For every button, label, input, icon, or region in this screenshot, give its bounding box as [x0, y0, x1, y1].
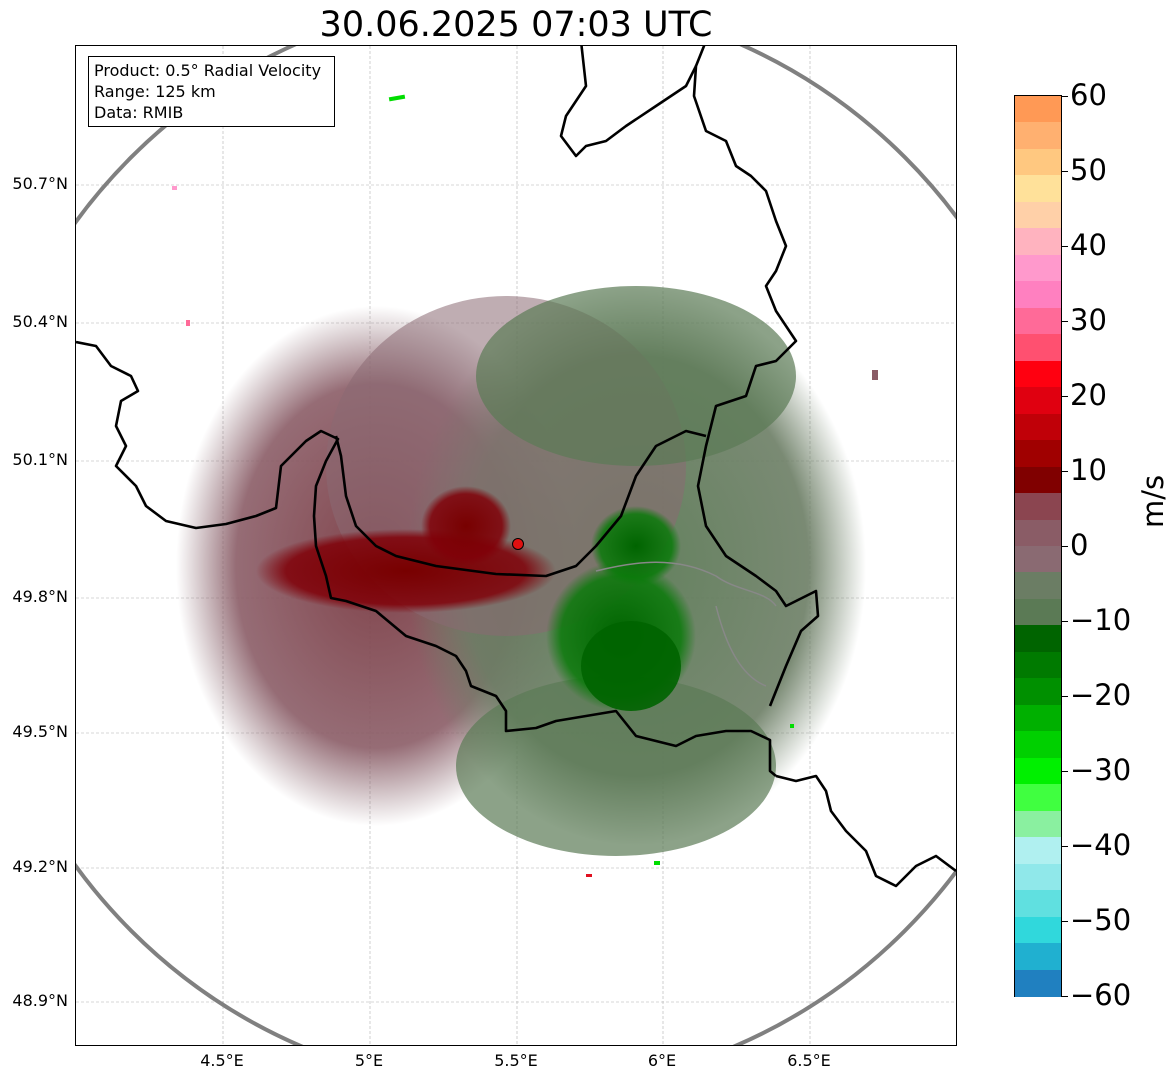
lat-label: 49.2°N [12, 857, 68, 876]
lat-label: 49.8°N [12, 587, 68, 606]
colorbar-segment [1015, 678, 1061, 706]
colorbar-tick-label: 0 [1070, 528, 1089, 562]
colorbar-tick-label: 60 [1070, 78, 1107, 112]
colorbar-tick-label: 30 [1070, 303, 1107, 337]
data-source-text: Data: RMIB [94, 103, 184, 122]
colorbar-tick-label: −10 [1070, 603, 1132, 637]
range-text: Range: 125 km [94, 82, 216, 101]
colorbar-tick-mark [1062, 771, 1068, 772]
colorbar-tick-label: −60 [1070, 978, 1132, 1012]
colorbar-segment [1015, 943, 1061, 971]
colorbar-segment [1015, 228, 1061, 256]
product-info-box: Product: 0.5° Radial Velocity Range: 125… [88, 56, 335, 127]
colorbar-segment [1015, 731, 1061, 759]
colorbar-tick-mark [1062, 996, 1068, 997]
colorbar-segment [1015, 863, 1061, 891]
colorbar-segment [1015, 201, 1061, 229]
colorbar-tick-label: 10 [1070, 453, 1107, 487]
colorbar-segment [1015, 175, 1061, 203]
colorbar-tick-mark [1062, 921, 1068, 922]
colorbar-segment [1015, 96, 1061, 124]
colorbar-unit-label: m/s [1136, 474, 1170, 528]
colorbar-tick-label: 50 [1070, 153, 1107, 187]
colorbar-tick-mark [1062, 396, 1068, 397]
colorbar-segment [1015, 704, 1061, 732]
colorbar-tick-label: −30 [1070, 753, 1132, 787]
colorbar-segment [1015, 254, 1061, 282]
colorbar-segment [1015, 440, 1061, 468]
colorbar-segment [1015, 122, 1061, 150]
colorbar-tick-mark [1062, 171, 1068, 172]
colorbar-segment [1015, 360, 1061, 388]
colorbar-segment [1015, 413, 1061, 441]
map-title: 30.06.2025 07:03 UTC [319, 5, 713, 45]
colorbar-segment [1015, 890, 1061, 918]
river [595, 561, 777, 687]
colorbar-segment [1015, 572, 1061, 600]
lon-label: 5.5°E [494, 1051, 538, 1070]
colorbar-segment [1015, 969, 1061, 997]
colorbar-segment [1015, 148, 1061, 176]
radar-map[interactable] [75, 45, 957, 1046]
colorbar-tick-label: 20 [1070, 378, 1107, 412]
colorbar-segment [1015, 387, 1061, 415]
radar-echoes [172, 94, 878, 877]
colorbar-tick-mark [1062, 321, 1068, 322]
product-text: Product: 0.5° Radial Velocity [94, 61, 322, 80]
colorbar-tick-mark [1062, 546, 1068, 547]
colorbar-segment [1015, 598, 1061, 626]
colorbar-segment [1015, 546, 1061, 574]
colorbar-segment [1015, 916, 1061, 944]
radar-map-canvas [76, 46, 956, 1045]
colorbar-tick-mark [1062, 471, 1068, 472]
colorbar-tick-label: 40 [1070, 228, 1107, 262]
colorbar-segment [1015, 334, 1061, 362]
colorbar-segment [1015, 784, 1061, 812]
lat-label: 50.4°N [12, 312, 68, 331]
colorbar-segment [1015, 625, 1061, 653]
colorbar-tick-mark [1062, 846, 1068, 847]
lat-label: 48.9°N [12, 991, 68, 1010]
colorbar-segment [1015, 810, 1061, 838]
colorbar-segment [1015, 493, 1061, 521]
colorbar-segment [1015, 307, 1061, 335]
lat-label: 50.7°N [12, 174, 68, 193]
lon-label: 6°E [647, 1051, 677, 1070]
colorbar-segment [1015, 837, 1061, 865]
lat-label: 49.5°N [12, 722, 68, 741]
country-borders [76, 46, 956, 888]
colorbar-segment [1015, 757, 1061, 785]
colorbar-tick-label: −40 [1070, 828, 1132, 862]
strong-outbound-core [256, 529, 556, 613]
colorbar-tick-mark [1062, 246, 1068, 247]
colorbar-tick-mark [1062, 96, 1068, 97]
colorbar-tick-mark [1062, 621, 1068, 622]
lon-label: 6.5°E [787, 1051, 831, 1070]
colorbar-segment [1015, 466, 1061, 494]
colorbar-segment [1015, 281, 1061, 309]
lon-label: 4.5°E [200, 1051, 244, 1070]
colorbar-tick-mark [1062, 696, 1068, 697]
colorbar-segment [1015, 519, 1061, 547]
colorbar-tick-label: −50 [1070, 903, 1132, 937]
colorbar-segment [1015, 651, 1061, 679]
lon-label: 5°E [354, 1051, 384, 1070]
radar-location-marker [512, 538, 524, 550]
colorbar-tick-label: −20 [1070, 678, 1132, 712]
lat-label: 50.1°N [12, 450, 68, 469]
velocity-colorbar [1014, 95, 1062, 997]
